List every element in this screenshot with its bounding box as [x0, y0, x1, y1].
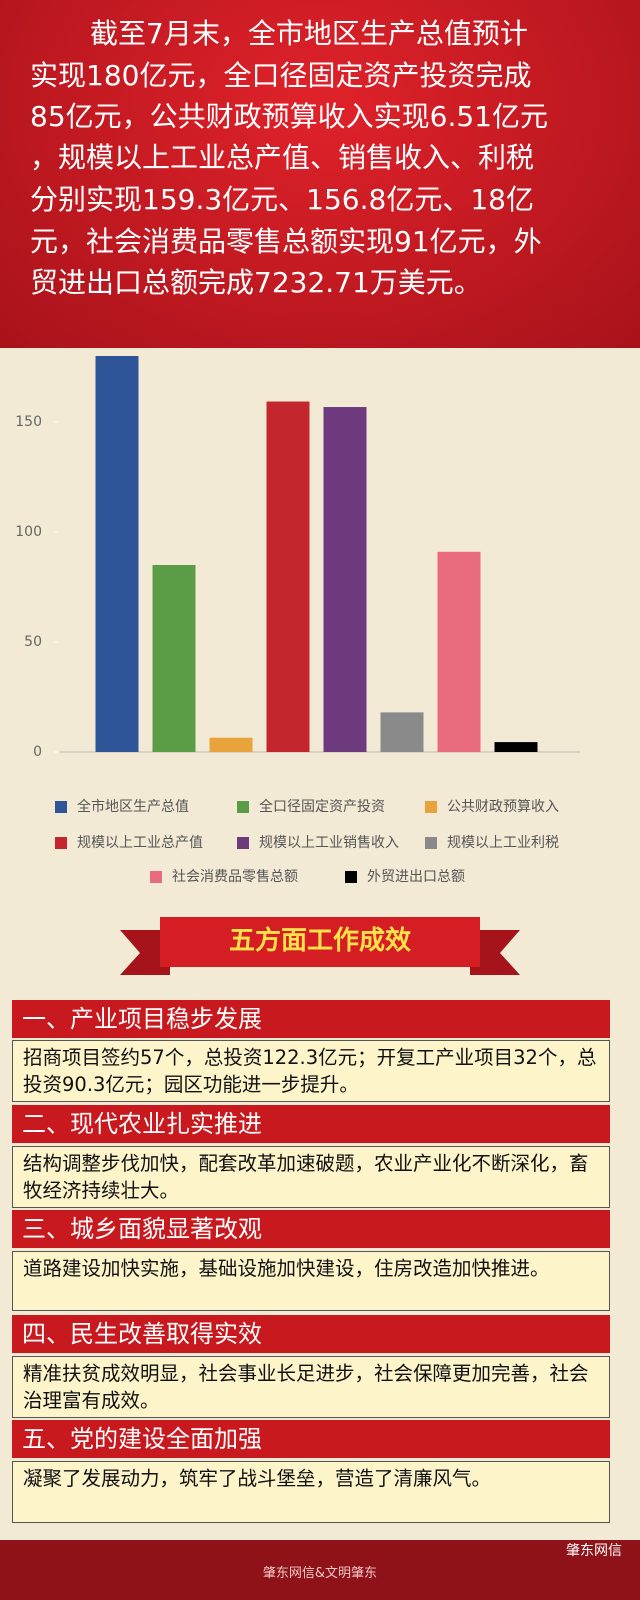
legend-swatch [345, 871, 357, 883]
section-body: 结构调整步伐加快，配套改革加速破题，农业产业化不断深化，畜牧经济持续壮大。 [12, 1146, 610, 1208]
legend-label: 规模以上工业利税 [447, 835, 559, 851]
header-line: 元，社会消费品零售总额实现91亿元，外 [30, 225, 542, 258]
section-title: 二、现代农业扎实推进 [12, 1105, 610, 1143]
legend-label: 外贸进出口总额 [367, 869, 465, 885]
legend-label: 全口径固定资产投资 [259, 798, 385, 815]
watermark: 肇东网信 [566, 1543, 622, 1559]
legend-label: 规模以上工业总产值 [77, 835, 203, 851]
legend-swatch [425, 837, 437, 849]
section-body: 道路建设加快实施，基础设施加快建设，住房改造加快推进。 [12, 1251, 610, 1311]
bar [209, 737, 253, 752]
legend-label: 全市地区生产总值 [77, 798, 189, 815]
legend-label: 规模以上工业销售收入 [259, 835, 399, 851]
bar [266, 401, 310, 752]
bar [380, 712, 424, 752]
legend-swatch [55, 837, 67, 849]
header-line: 85亿元，公共财政预算收入实现6.51亿元 [30, 100, 548, 133]
legend-swatch [150, 871, 162, 883]
y-tick-label: 50 [24, 634, 42, 650]
bar [437, 551, 481, 752]
banner-title: 五方面工作成效 [229, 925, 411, 956]
footer: 肇东网信&文明肇东 肇东网信 [0, 1540, 640, 1600]
header-line: 实现180亿元，全口径固定资产投资完成 [30, 59, 532, 92]
section-title: 四、民生改善取得实效 [12, 1315, 610, 1353]
legend-label: 社会消费品零售总额 [172, 869, 298, 885]
legend-swatch [237, 837, 249, 849]
legend-swatch [237, 801, 249, 813]
header: 截至7月末，全市地区生产总值预计实现180亿元，全口径固定资产投资完成 85亿元，… [0, 0, 640, 348]
bar [95, 356, 139, 752]
header-line: 截至7月末，全市地区生产总值预计 [90, 17, 528, 50]
y-tick-label: 100 [15, 524, 42, 540]
legend-swatch [425, 801, 437, 813]
legend-label: 公共财政预算收入 [447, 799, 559, 815]
legend-swatch [55, 801, 67, 813]
bar [494, 742, 538, 752]
section-title: 一、产业项目稳步发展 [12, 1000, 610, 1038]
bar [323, 407, 367, 752]
bar [152, 565, 196, 752]
section-title: 五、党的建设全面加强 [12, 1420, 610, 1458]
section-body: 招商项目签约57个，总投资122.3亿元；开复工产业项目32个，总投资90.3亿… [12, 1040, 610, 1102]
header-line: 贸进出口总额完成7232.71万美元。 [30, 266, 482, 299]
header-line: ，规模以上工业总产值、销售收入、利税 [30, 141, 535, 174]
section-body: 精准扶贫成效明显，社会事业长足进步，社会保障更加完善，社会治理富有成效。 [12, 1356, 610, 1418]
y-tick-label: 150 [15, 414, 42, 430]
footer-credit: 肇东网信&文明肇东 [262, 1566, 378, 1581]
banner: 五方面工作成效 [120, 917, 520, 975]
section-title: 三、城乡面貌显著改观 [12, 1210, 610, 1248]
header-line: 分别实现159.3亿元、156.8亿元、18亿 [30, 183, 534, 216]
section-body: 凝聚了发展动力，筑牢了战斗堡垒，营造了清廉风气。 [12, 1461, 610, 1523]
y-tick-label: 0 [33, 744, 42, 760]
